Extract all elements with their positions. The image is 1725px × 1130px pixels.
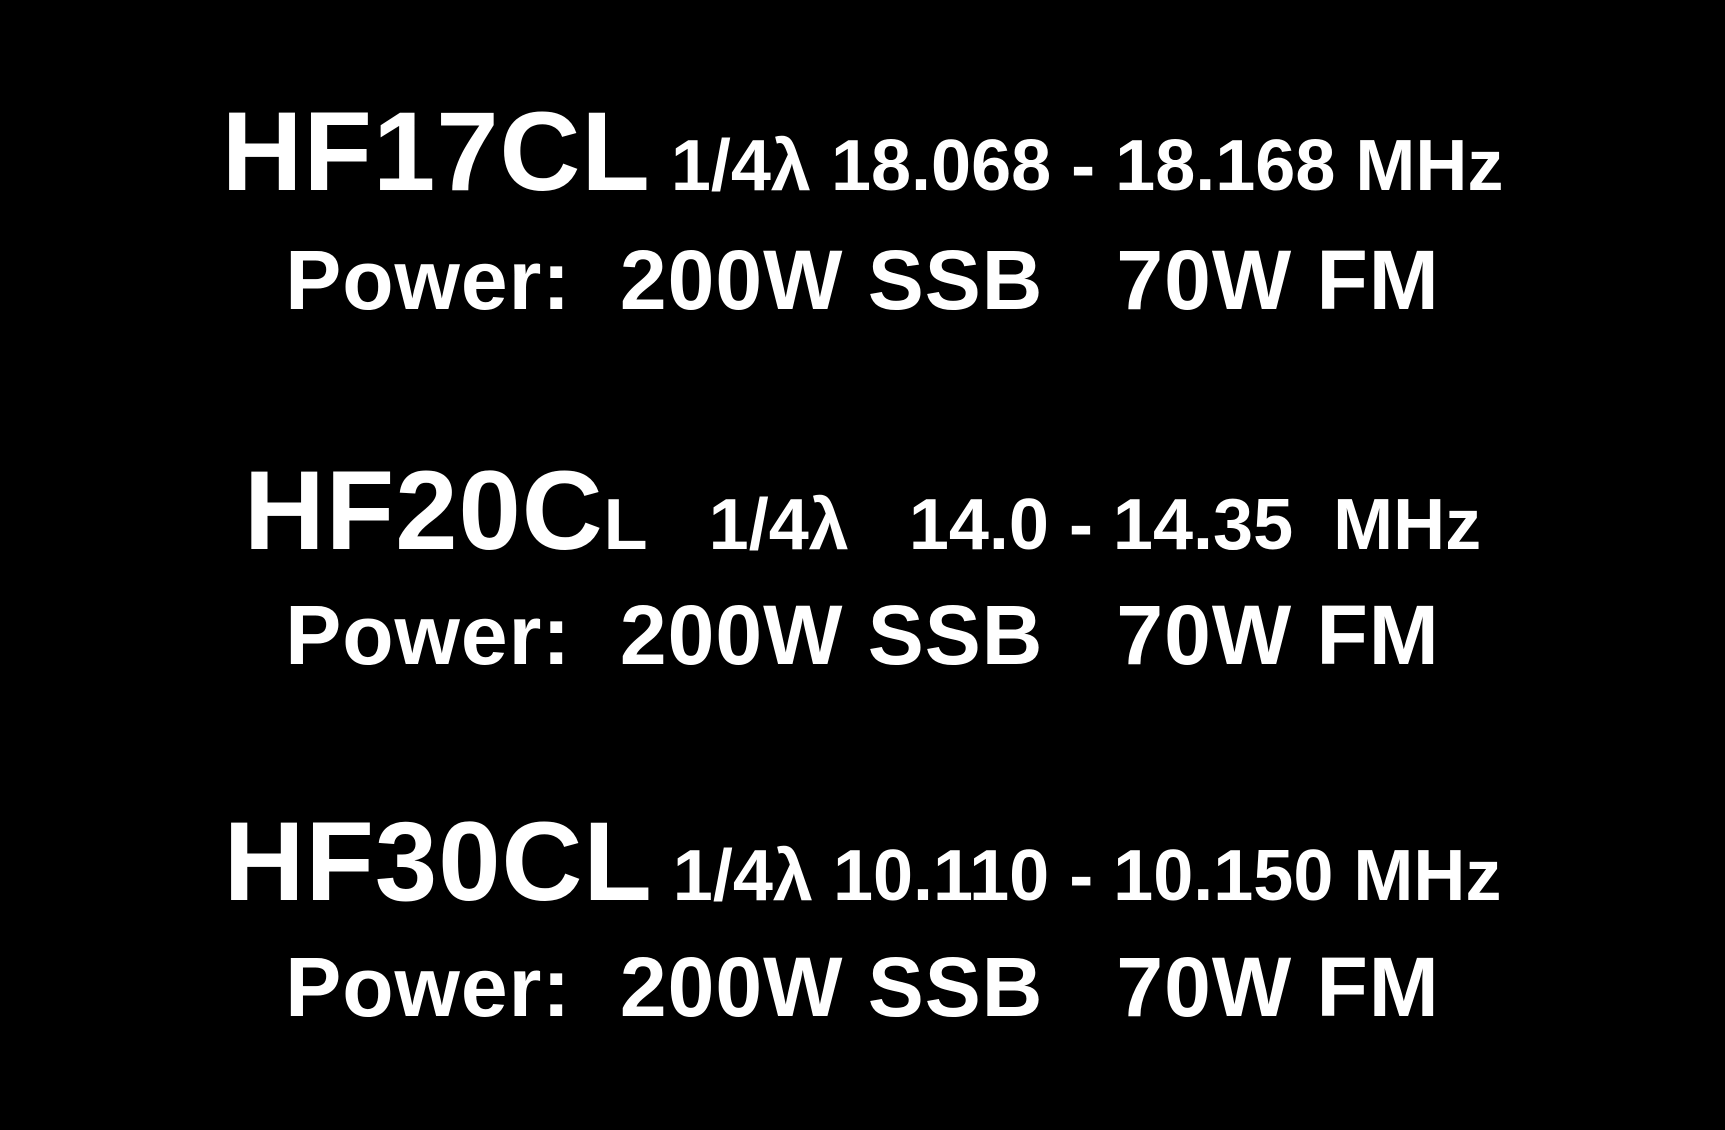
antenna-band-hf30cl: 1/4λ 10.110 - 10.150 MHz	[652, 836, 1502, 916]
antenna-title-hf30cl: HF30CL 1/4λ 10.110 - 10.150 MHz	[0, 806, 1725, 918]
antenna-model-hf17cl: HF17CL	[221, 89, 651, 214]
antenna-band-hf20cl: 1/4λ 14.0 - 14.35 MHz	[648, 485, 1482, 565]
antenna-model-hf20cl-main: HF20C	[243, 448, 604, 573]
antenna-title-hf17cl: HF17CL 1/4λ 18.068 - 18.168 MHz	[0, 96, 1725, 208]
antenna-band-hf17cl: 1/4λ 18.068 - 18.168 MHz	[650, 126, 1504, 206]
antenna-model-hf20cl: HF20CL	[244, 448, 649, 573]
antenna-model-hf20cl-small-letter: L	[603, 485, 649, 565]
antenna-title-hf20cl: HF20CL 1/4λ 14.0 - 14.35 MHz	[0, 455, 1725, 567]
power-rating-hf17cl: Power: 200W SSB 70W FM	[285, 233, 1440, 327]
power-rating-hf20cl: Power: 200W SSB 70W FM	[285, 588, 1440, 682]
power-rating-hf30cl: Power: 200W SSB 70W FM	[285, 940, 1440, 1034]
antenna-model-hf30cl: HF30CL	[223, 799, 653, 924]
